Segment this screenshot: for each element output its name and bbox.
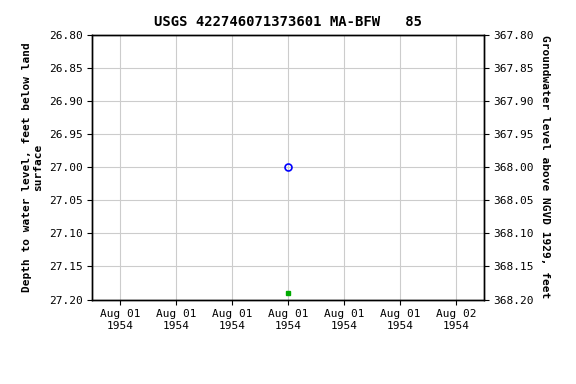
Title: USGS 422746071373601 MA-BFW   85: USGS 422746071373601 MA-BFW 85 xyxy=(154,15,422,29)
Y-axis label: Groundwater level above NGVD 1929, feet: Groundwater level above NGVD 1929, feet xyxy=(540,35,550,299)
Y-axis label: Depth to water level, feet below land
surface: Depth to water level, feet below land su… xyxy=(21,42,43,292)
